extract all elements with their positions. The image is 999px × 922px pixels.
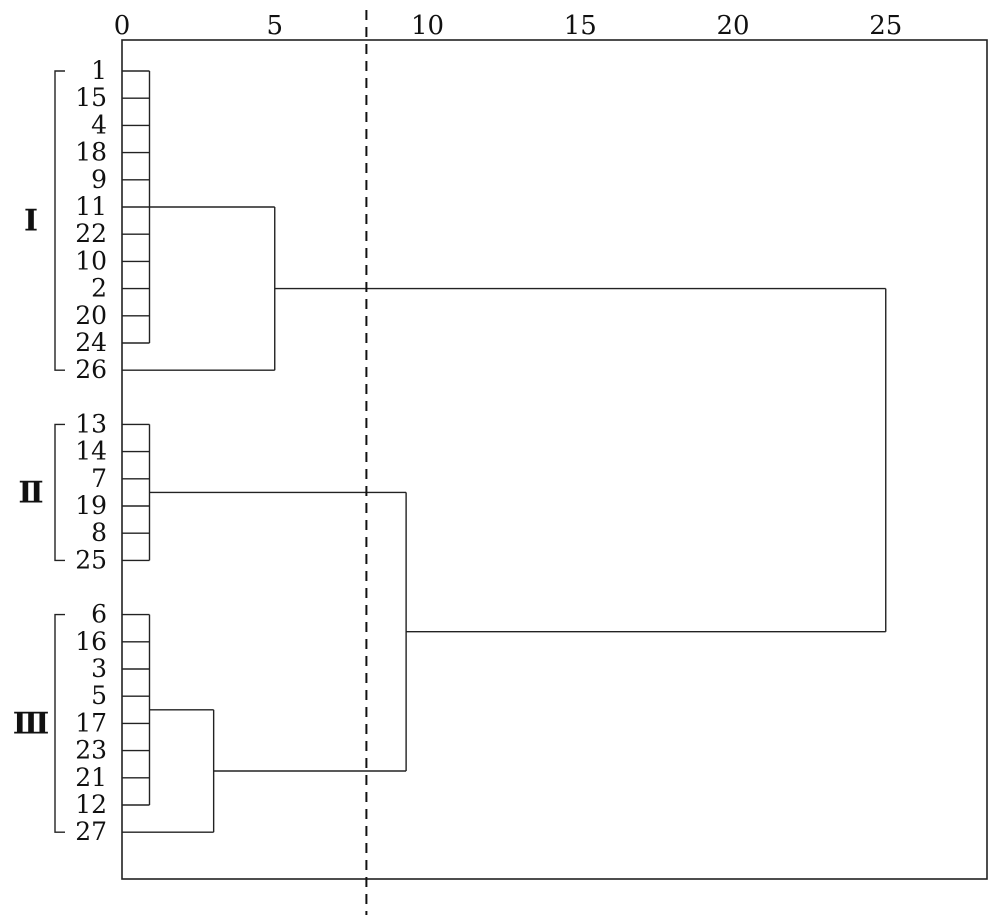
leaf-label-2: 2 <box>91 274 107 303</box>
leaf-label-15: 15 <box>75 83 107 112</box>
leaf-label-19: 19 <box>75 491 107 520</box>
leaf-label-5: 5 <box>91 681 107 710</box>
leaf-label-10: 10 <box>75 246 107 275</box>
cluster-bracket-3 <box>54 613 65 833</box>
leaf-label-6: 6 <box>91 600 107 629</box>
leaf-label-11: 11 <box>75 192 107 221</box>
x-tick-label-20: 20 <box>716 11 749 41</box>
leaf-label-20: 20 <box>75 301 107 330</box>
x-tick-label-5: 5 <box>266 11 283 41</box>
cluster-label-3: Ⅲ <box>13 706 50 741</box>
leaf-label-27: 27 <box>75 817 107 846</box>
leaf-label-18: 18 <box>75 138 107 167</box>
leaf-label-8: 8 <box>91 518 107 547</box>
x-axis-ticks: 0 5 10 15 20 25 <box>114 11 903 41</box>
x-tick-label-10: 10 <box>411 11 444 41</box>
leaf-labels: 1154189112210220242613147198256163517232… <box>75 56 107 846</box>
plot-frame <box>121 39 988 880</box>
leaf-label-1: 1 <box>91 56 107 85</box>
leaf-label-4: 4 <box>91 110 107 139</box>
cluster-brackets: I Ⅱ Ⅲ <box>13 70 65 833</box>
leaf-label-23: 23 <box>75 736 107 765</box>
leaf-label-26: 26 <box>75 355 107 384</box>
x-tick-label-25: 25 <box>869 11 902 41</box>
leaf-label-14: 14 <box>75 437 107 466</box>
leaf-label-16: 16 <box>75 627 107 656</box>
dendrogram-links <box>122 70 887 833</box>
leaf-label-12: 12 <box>75 790 107 819</box>
cluster-bracket-2 <box>54 423 65 562</box>
x-tick-label-0: 0 <box>114 11 131 41</box>
leaf-label-25: 25 <box>75 545 107 574</box>
x-tick-label-15: 15 <box>564 11 597 41</box>
leaf-label-22: 22 <box>75 219 107 248</box>
leaf-label-17: 17 <box>75 708 107 737</box>
cluster-label-1: I <box>24 204 38 239</box>
leaf-label-24: 24 <box>75 328 107 357</box>
leaf-label-7: 7 <box>91 464 107 493</box>
leaf-label-9: 9 <box>91 165 107 194</box>
cluster-bracket-1 <box>54 70 65 371</box>
leaf-label-13: 13 <box>75 409 107 438</box>
cluster-label-2: Ⅱ <box>18 475 43 510</box>
leaf-label-3: 3 <box>91 654 107 683</box>
leaf-label-21: 21 <box>75 763 107 792</box>
